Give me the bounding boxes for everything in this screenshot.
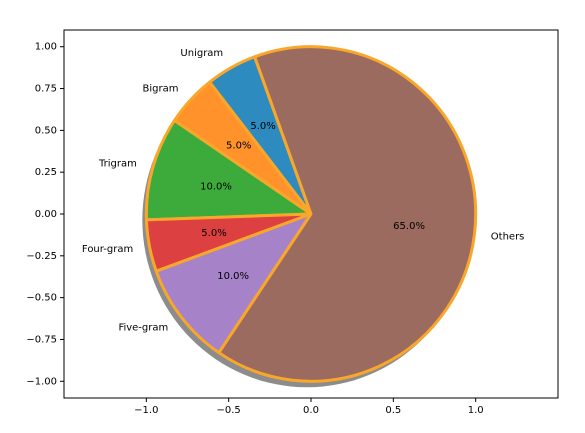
y-tick-label: 0.00 xyxy=(35,209,57,220)
slice-label-bigram: Bigram xyxy=(143,84,179,95)
percent-label-four-gram: 5.0% xyxy=(201,228,226,239)
slice-labels: Unigram Bigram Trigram Four-gram Five-gram Ot… xyxy=(82,48,524,333)
x-tick-label: −0.5 xyxy=(217,405,241,416)
slice-label-trigram: Trigram xyxy=(98,158,137,169)
y-tick-label: −0.25 xyxy=(26,251,57,262)
y-tick-label: 0.75 xyxy=(35,84,57,95)
percent-label-others: 65.0% xyxy=(393,221,425,232)
y-tick-label: 0.25 xyxy=(35,167,57,178)
percent-labels: 5.0% 5.0% 10.0% 5.0% 10.0% 65.0% xyxy=(200,121,425,282)
y-tick-label: 0.50 xyxy=(35,125,57,136)
percent-label-five-gram: 10.0% xyxy=(217,271,249,282)
x-tick-label: 0.0 xyxy=(303,405,319,416)
x-tick-label: 1.0 xyxy=(468,405,484,416)
slice-label-unigram: Unigram xyxy=(180,48,223,59)
x-tick-label: 0.5 xyxy=(385,405,401,416)
percent-label-unigram: 5.0% xyxy=(250,121,275,132)
slice-label-five-gram: Five-gram xyxy=(118,322,168,333)
x-tick-label: −1.0 xyxy=(134,405,158,416)
pie-slice-others xyxy=(217,45,478,383)
slice-label-others: Others xyxy=(491,231,525,242)
y-axis: 1.00 0.75 0.50 0.25 0.00 −0.25 −0.50 −0.75 −1.00 xyxy=(26,42,64,387)
percent-label-trigram: 10.0% xyxy=(200,181,232,192)
y-tick-label: −1.00 xyxy=(26,376,57,387)
y-tick-label: 1.00 xyxy=(35,42,57,53)
percent-label-bigram: 5.0% xyxy=(226,141,251,152)
pie-slices xyxy=(144,45,478,383)
pie-slice-five-gram xyxy=(154,212,313,355)
x-axis: −1.0 −0.5 0.0 0.5 1.0 xyxy=(134,398,484,416)
slice-label-four-gram: Four-gram xyxy=(82,244,133,255)
y-tick-label: −0.75 xyxy=(26,334,57,345)
y-tick-label: −0.50 xyxy=(26,293,57,304)
pie-slice-trigram xyxy=(144,118,313,222)
